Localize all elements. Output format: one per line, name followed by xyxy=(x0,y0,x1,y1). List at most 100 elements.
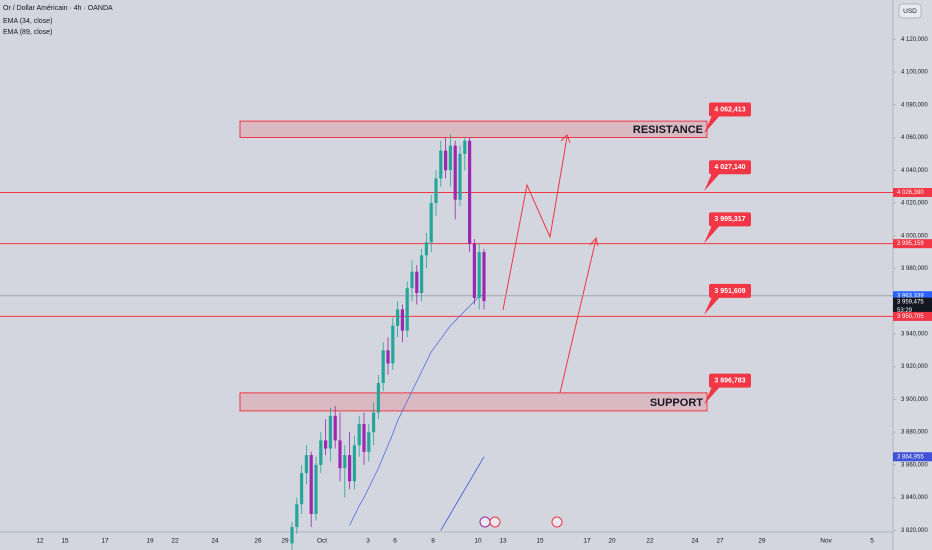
x-tick-label: 15 xyxy=(61,538,69,545)
y-tick-label: 3 860,000 xyxy=(901,462,928,468)
y-tick-label: 3 980,000 xyxy=(901,266,928,272)
x-tick-label: 5 xyxy=(870,538,874,545)
price-tag xyxy=(893,291,932,301)
candle-body xyxy=(348,455,352,482)
currency[interactable]: USD xyxy=(903,8,917,15)
y-tick-label: 3 900,000 xyxy=(901,397,928,403)
candle-body xyxy=(372,412,376,433)
candle-body xyxy=(309,455,313,514)
x-tick-label: 24 xyxy=(211,538,219,545)
candle-body xyxy=(439,150,443,179)
x-tick-label: 22 xyxy=(646,538,654,545)
x-tick-label: Oct xyxy=(317,538,327,545)
y-tick-label: 4 100,000 xyxy=(901,70,928,76)
candle-body xyxy=(468,140,472,244)
event-icon[interactable] xyxy=(489,516,501,528)
ema-line xyxy=(440,456,485,531)
candle-body xyxy=(453,145,457,200)
candle-body xyxy=(328,415,332,449)
y-tick-label: 3 820,000 xyxy=(901,528,928,534)
y-tick-label: 4 060,000 xyxy=(901,135,928,141)
zone-text: RESISTANCE xyxy=(633,124,703,136)
candle-body xyxy=(295,504,299,528)
candle-body xyxy=(477,252,481,298)
price-tag-label: 3 864,955 xyxy=(897,454,924,460)
callout-pointer xyxy=(704,296,720,315)
candle-body xyxy=(429,202,433,243)
y-tick-label: 3 940,000 xyxy=(901,332,928,338)
x-tick-label: 17 xyxy=(101,538,109,545)
symbol-title: Or / Dollar Américain · 4h · OANDA xyxy=(3,5,113,12)
candle-body xyxy=(400,309,404,331)
candle-body xyxy=(381,350,385,384)
countdown: 53:29 xyxy=(897,308,913,314)
currency-button[interactable] xyxy=(898,3,922,19)
price-tag-label: 3 995,159 xyxy=(897,241,924,247)
x-tick-label: 8 xyxy=(431,538,435,545)
callout-box xyxy=(709,283,751,298)
candle-body xyxy=(357,423,361,446)
indicator-label: EMA (89, close) xyxy=(3,29,52,36)
x-tick-label: 3 xyxy=(366,538,370,545)
callout-label: 3 951,609 xyxy=(714,288,745,295)
candle-body xyxy=(396,309,400,326)
candle-body xyxy=(367,432,371,452)
candle-body xyxy=(314,464,318,514)
price-tag-label: 3 950,705 xyxy=(897,314,924,320)
callout-box xyxy=(709,373,751,388)
callout-pointer xyxy=(704,386,720,405)
ema-line xyxy=(349,294,485,526)
candle-body xyxy=(482,252,486,302)
candle-body xyxy=(300,473,304,505)
candle-body xyxy=(391,325,395,364)
indicator-label: EMA (34, close) xyxy=(3,18,52,25)
candle-body xyxy=(343,455,347,469)
y-tick-label: 4 000,000 xyxy=(901,233,928,239)
y-tick-label: 4 080,000 xyxy=(901,102,928,108)
candle-body xyxy=(338,440,342,469)
candle-body xyxy=(352,445,356,482)
event-icon[interactable] xyxy=(551,516,563,528)
event-icon[interactable] xyxy=(479,516,491,528)
x-tick-label: 17 xyxy=(583,538,591,545)
callout-box xyxy=(709,102,751,117)
price-tag-label: 3 963,339 xyxy=(897,293,924,299)
arrow-head xyxy=(589,236,599,247)
y-tick-label: 3 880,000 xyxy=(901,430,928,436)
callout-label: 4 062,413 xyxy=(714,106,745,113)
candle-body xyxy=(376,383,380,413)
candle-body xyxy=(324,440,328,449)
y-tick-label: 4 120,000 xyxy=(901,37,928,43)
y-tick-label: 4 040,000 xyxy=(901,168,928,174)
candle-body xyxy=(415,271,419,294)
callout-label: 3 995,317 xyxy=(714,216,745,223)
price-tag xyxy=(893,452,932,462)
x-tick-label: 22 xyxy=(171,538,179,545)
x-tick-label: 19 xyxy=(146,538,154,545)
x-tick-label: 12 xyxy=(36,538,44,545)
x-tick-label: 29 xyxy=(281,538,289,545)
callout-box xyxy=(709,212,751,227)
x-tick-label: 10 xyxy=(474,538,482,545)
price-tag-label: 4 026,390 xyxy=(897,190,924,196)
arrow-head xyxy=(560,134,571,144)
x-tick-label: 15 xyxy=(536,538,544,545)
price-tag xyxy=(893,239,932,249)
callout-pointer xyxy=(704,173,720,192)
x-tick-label: 26 xyxy=(254,538,262,545)
price-tag xyxy=(893,297,932,316)
callout-pointer xyxy=(704,225,720,244)
price-tag-label: 3 959,475 xyxy=(897,300,924,306)
x-tick-label: 29 xyxy=(758,538,766,545)
candle-body xyxy=(410,271,414,289)
x-tick-label: 13 xyxy=(499,538,507,545)
price-tag xyxy=(893,188,932,198)
callout-pointer xyxy=(704,115,720,134)
candle-body xyxy=(319,440,323,465)
candle-body xyxy=(304,455,308,474)
candle-body xyxy=(458,153,462,200)
candle-body xyxy=(290,527,294,544)
callout-label: 4 027,140 xyxy=(714,164,745,171)
candle-body xyxy=(472,243,476,298)
